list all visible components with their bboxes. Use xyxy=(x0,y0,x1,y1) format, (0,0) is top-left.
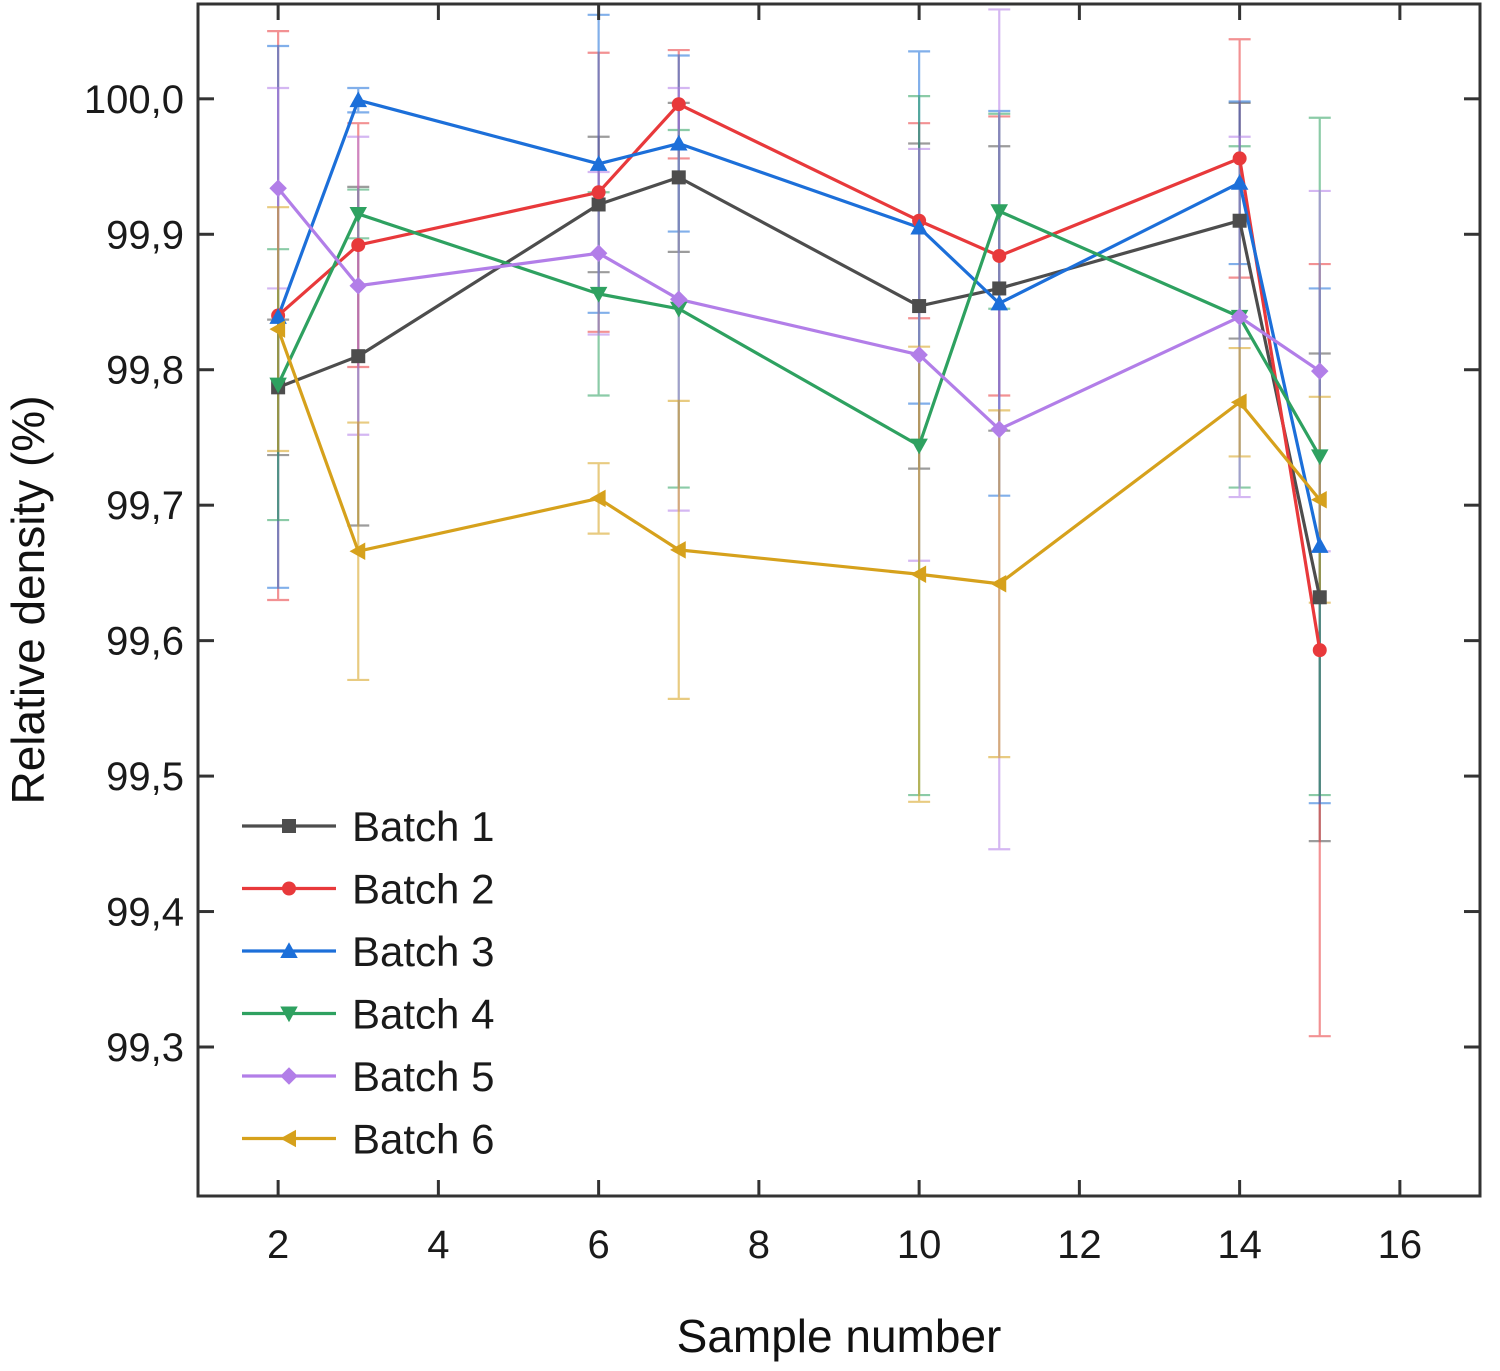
batch-5-point xyxy=(1311,362,1329,380)
series-markers xyxy=(269,91,1329,658)
batch-1-line xyxy=(277,175,1322,598)
batch-5-point xyxy=(589,244,608,262)
legend-entry-batch-2: Batch 2 xyxy=(242,866,494,913)
legend: Batch 1 Batch 2 Batch 3 Batch 4 Batch 5 Batch… xyxy=(234,788,510,1170)
x-axis-title: Sample number xyxy=(677,1310,1002,1362)
legend-entry-batch-3: Batch 3 xyxy=(242,928,494,975)
y-tick-label: 99,3 xyxy=(106,1026,184,1070)
x-tick-label: 6 xyxy=(588,1223,610,1267)
batch-4-point xyxy=(910,438,928,455)
y-axis-title: Relative density (%) xyxy=(2,395,54,804)
batch-4-point xyxy=(990,204,1008,220)
batch-4-point xyxy=(589,286,608,303)
plot-frame xyxy=(196,2,1482,1198)
batch-3-line xyxy=(276,98,1322,547)
batch-4-point xyxy=(670,301,688,318)
axes: 2 4 6 8 10 12 14 16 99,3 99,4 99,5 99,6 99,7 99,8 99,9… xyxy=(84,4,1480,1267)
y-tick-label: 100,0 xyxy=(84,78,184,122)
batch-3-point xyxy=(349,91,367,108)
legend-entry-batch-6: Batch 6 xyxy=(242,1116,494,1163)
x-tick-label: 14 xyxy=(1217,1223,1262,1267)
batch-1-point xyxy=(591,197,606,212)
batch-2-point xyxy=(671,97,686,112)
legend-label: Batch 2 xyxy=(352,866,494,913)
legend-marker xyxy=(282,819,296,833)
batch-3-point xyxy=(589,155,608,171)
batch-3-point xyxy=(1311,537,1329,553)
batch-6-point xyxy=(269,320,286,338)
batch-2-line xyxy=(277,102,1322,651)
x-tick-label: 12 xyxy=(1057,1223,1102,1267)
batch-1-point xyxy=(671,170,686,185)
legend-entry-batch-4: Batch 4 xyxy=(242,991,494,1038)
batch-1-point xyxy=(351,349,366,364)
legend-label: Batch 4 xyxy=(352,991,494,1038)
batch-1-point xyxy=(1232,213,1247,228)
series-lines xyxy=(276,98,1322,651)
batch-1-point xyxy=(1312,590,1327,605)
y-tick-label: 99,8 xyxy=(106,349,184,393)
x-tick-label: 10 xyxy=(897,1223,942,1267)
y-tick-label: 99,6 xyxy=(106,620,184,664)
legend-marker xyxy=(280,1067,298,1085)
batch-4-point xyxy=(1311,449,1329,466)
batch-2-point xyxy=(351,238,366,253)
batch-6-point xyxy=(1230,393,1247,411)
x-tick-label: 8 xyxy=(748,1223,770,1267)
x-tick-label: 2 xyxy=(267,1223,289,1267)
batch-3-point xyxy=(1230,174,1249,190)
batch-2-point xyxy=(1312,643,1327,658)
y-tick-label: 99,7 xyxy=(106,484,184,528)
x-tick-label: 16 xyxy=(1378,1223,1423,1267)
batch-3-point xyxy=(269,308,287,324)
legend-marker xyxy=(280,942,298,958)
batch-6-line xyxy=(276,328,1321,586)
batch-6-point xyxy=(910,565,927,584)
batch-5-point xyxy=(910,346,928,364)
batch-1-point xyxy=(912,299,927,314)
batch-6-point xyxy=(349,542,366,560)
legend-marker xyxy=(280,1129,296,1148)
batch-2-point xyxy=(591,185,606,200)
batch-5-point xyxy=(269,179,287,197)
legend-label: Batch 6 xyxy=(352,1116,494,1163)
batch-4-point xyxy=(349,206,367,223)
batch-5-line xyxy=(276,187,1321,431)
y-tick-label: 99,5 xyxy=(106,755,184,799)
batch-1-point xyxy=(992,281,1007,296)
legend-label: Batch 1 xyxy=(352,803,494,850)
batch-5-point xyxy=(349,276,367,295)
legend-entry-batch-5: Batch 5 xyxy=(242,1053,494,1100)
y-tick-label: 99,4 xyxy=(106,891,184,935)
batch-5-point xyxy=(670,290,688,309)
batch-2-point xyxy=(992,248,1007,263)
batch-3-point xyxy=(910,218,928,235)
legend-marker xyxy=(280,1006,298,1023)
batch-6-point xyxy=(589,489,606,508)
batch-6-point xyxy=(990,574,1007,593)
batch-3-point xyxy=(990,294,1008,311)
batch-5-point xyxy=(990,420,1008,439)
batch-3-point xyxy=(670,134,688,151)
batch-4-point xyxy=(269,377,287,394)
legend-marker xyxy=(282,881,296,896)
batch-5-point xyxy=(1230,308,1249,326)
legend-label: Batch 5 xyxy=(352,1053,494,1100)
legend-label: Batch 3 xyxy=(352,928,494,975)
batch-2-point xyxy=(1232,151,1247,166)
batch-4-line xyxy=(276,209,1322,458)
legend-entry-batch-1: Batch 1 xyxy=(242,803,494,850)
legend-box xyxy=(234,788,510,1170)
y-tick-label: 99,9 xyxy=(106,213,184,257)
batch-6-point xyxy=(1311,491,1327,509)
batch-6-point xyxy=(670,541,686,559)
x-tick-label: 4 xyxy=(427,1223,449,1267)
